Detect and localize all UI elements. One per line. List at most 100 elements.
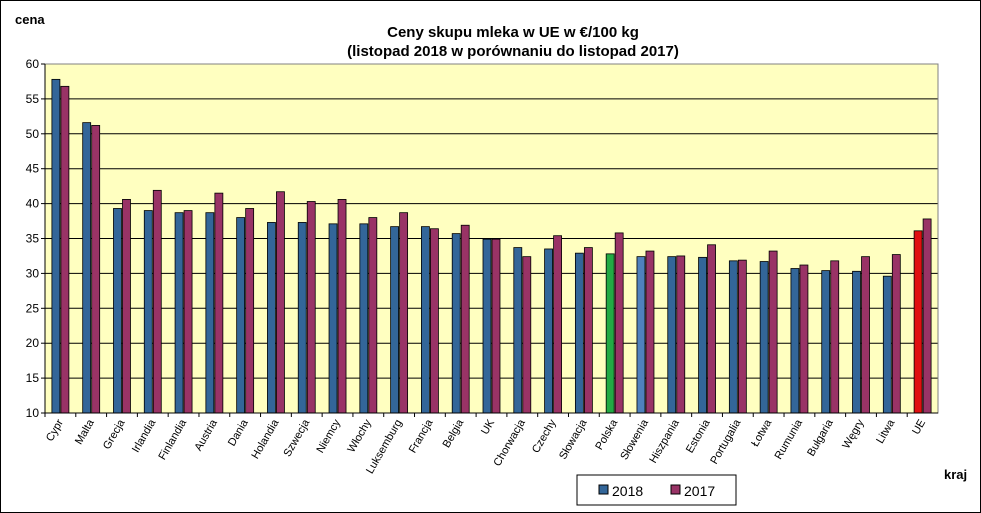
x-axis-label: kraj [944, 467, 967, 482]
bar-2017 [399, 212, 409, 414]
bar-2018 [913, 230, 923, 414]
bar-2017 [91, 125, 101, 414]
y-tick-label: 60 [26, 57, 40, 71]
bar-2017 [614, 232, 624, 414]
bar-2017 [737, 259, 747, 414]
y-axis-label: cena [15, 12, 45, 27]
bar-2017 [799, 264, 809, 414]
bar-2018 [267, 222, 276, 414]
y-tick-label: 45 [26, 162, 40, 176]
legend: 2018 2017 [576, 474, 737, 506]
bar-2018 [451, 233, 461, 414]
x-category-label: UK [479, 417, 497, 437]
x-category-label: Cypr [44, 417, 66, 443]
chart-subtitle: (listopad 2018 w porównaniu do listopad … [347, 43, 679, 60]
bar-2017 [337, 199, 347, 414]
y-tick-label: 20 [26, 336, 40, 350]
x-category-label: Belgia [441, 417, 467, 450]
bar-2018 [236, 217, 246, 414]
x-category-label: Francja [407, 417, 436, 456]
x-category-label: Węgry [840, 417, 867, 451]
x-category-label: Rumunia [773, 417, 806, 462]
bar-2017 [152, 189, 162, 414]
x-category-label: Dania [226, 417, 251, 449]
bar-2018 [113, 208, 122, 414]
x-category-label: Czechy [530, 417, 559, 455]
bar-2017 [676, 255, 686, 414]
bar-2018 [698, 256, 707, 414]
legend-label-2018: 2018 [612, 483, 643, 499]
bar-2018 [636, 256, 646, 414]
bar-2017 [861, 256, 870, 414]
x-category-label: Litwa [874, 417, 898, 446]
bar-2018 [328, 223, 338, 414]
bar-2017 [553, 235, 562, 414]
bar-2017 [306, 201, 316, 414]
x-category-label: Chorwacja [492, 417, 529, 469]
bar-2018 [667, 256, 677, 414]
bar-2017 [183, 210, 193, 414]
x-category-label: UE [910, 418, 928, 437]
bar-2017 [922, 218, 932, 414]
bar-2017 [214, 192, 224, 414]
bar-2018 [882, 275, 892, 414]
x-category-label: Włochy [346, 417, 375, 455]
bar-2017 [891, 254, 901, 414]
y-tick-label: 30 [26, 266, 40, 280]
x-category-label: Bułgaria [805, 417, 836, 459]
bar-2018 [513, 247, 523, 414]
y-tick-labels: 10 15 20 25 30 35 40 45 50 55 60 [26, 57, 45, 420]
y-tick-label: 25 [26, 301, 40, 315]
bar-2018 [574, 252, 584, 414]
bar-2018 [759, 261, 769, 414]
y-tick-label: 10 [26, 406, 40, 420]
y-tick-label: 50 [26, 127, 40, 141]
x-category-label: Grecja [101, 417, 128, 452]
x-category-label: Szwecja [281, 417, 312, 459]
x-category-label: Hiszpania [647, 417, 682, 466]
bar-2018 [482, 238, 492, 414]
bar-2018 [421, 226, 430, 414]
bar-2017 [460, 224, 470, 414]
bar-2017 [522, 256, 532, 414]
bar-2018 [821, 270, 831, 414]
y-tick-label: 55 [26, 92, 40, 106]
bar-2018 [605, 253, 615, 414]
x-category-label: Malta [73, 417, 97, 447]
x-category-label: Finlandia [156, 417, 189, 462]
bar-2018 [790, 268, 800, 414]
bar-2017 [707, 244, 716, 414]
bar-2017 [276, 191, 285, 414]
bar-2017 [60, 85, 70, 414]
bar-2017 [368, 217, 378, 414]
x-category-label: Polska [593, 417, 620, 452]
bar-2017 [768, 250, 778, 414]
bar-2018 [852, 270, 861, 414]
bar-2017 [583, 247, 593, 414]
x-category-label: Estonia [684, 417, 713, 456]
bar-2018 [390, 226, 400, 414]
x-category-label: Łotwa [749, 417, 775, 449]
bar-2018 [544, 248, 553, 414]
x-category-label: Portugalia [708, 417, 744, 467]
y-tick-label: 15 [26, 371, 40, 385]
bar-2018 [359, 223, 369, 414]
x-category-label: Słowacja [557, 417, 590, 462]
y-tick-label: 35 [26, 232, 40, 246]
legend-swatch-2018 [598, 484, 609, 495]
bar-2017 [122, 199, 131, 414]
bar-2018 [205, 212, 215, 414]
x-category-label: Holandia [249, 417, 282, 461]
bar-2017 [245, 208, 255, 414]
bar-2017 [830, 260, 840, 414]
x-category-label: Niemcy [314, 417, 343, 455]
bar-2017 [645, 250, 655, 414]
bar-2018 [143, 210, 153, 414]
bar-2017 [430, 228, 439, 414]
legend-swatch-2017 [670, 484, 681, 495]
x-category-label: Austria [192, 417, 220, 453]
bar-2017 [491, 238, 501, 414]
